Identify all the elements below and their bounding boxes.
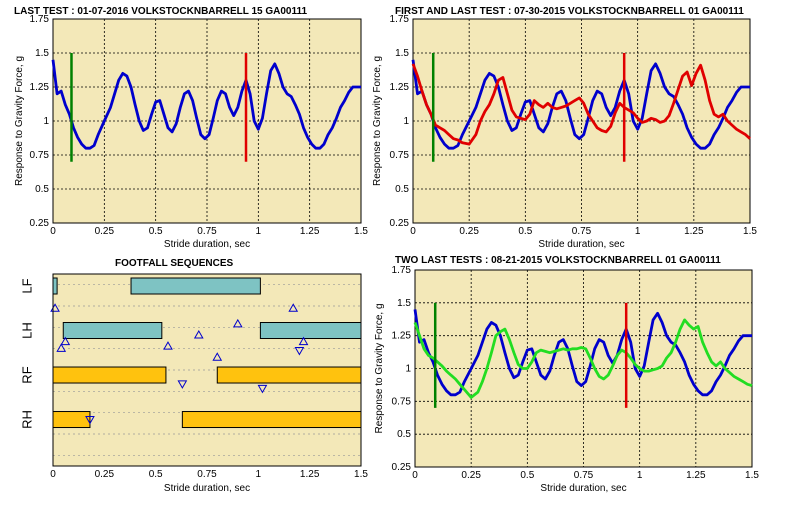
y-tick-label: 0.5 <box>395 184 409 195</box>
footfall-bar-lf <box>52 277 58 295</box>
series-line-1 <box>413 309 752 397</box>
x-axis-label: Stride duration, sec <box>164 239 250 250</box>
y-tick-label: 1.75 <box>30 14 50 25</box>
x-axis-label: Stride duration, sec <box>540 483 626 494</box>
x-tick-label: 0.5 <box>149 226 163 237</box>
x-tick-label: 1.25 <box>300 226 320 237</box>
footfall-triangle-marker <box>56 343 67 352</box>
footfall-triangle-marker <box>85 416 95 425</box>
y-tick-label: 0.5 <box>35 184 49 195</box>
x-tick-label: 0.25 <box>95 226 115 237</box>
y-tick-label: 0.75 <box>392 396 412 407</box>
row-label-rh: RH <box>19 410 34 429</box>
footfall-triangle-marker <box>294 347 305 356</box>
line-chart-4: 0 0.25 0.5 0.75 1 1.25 1.50.250.50.7511.251.51… <box>374 255 759 494</box>
y-tick-label: 1.5 <box>395 48 409 59</box>
chart-title: LAST TEST : 01-07-2016 VOLKSTOCKNBARRELL… <box>14 6 307 17</box>
y-tick-label: 1.5 <box>35 48 49 59</box>
footfall-bar-rh <box>52 411 91 429</box>
y-tick-label: 1.75 <box>392 265 412 276</box>
x-tick-label: 0.75 <box>197 469 217 480</box>
y-tick-label: 1.25 <box>392 331 412 342</box>
x-tick-label: 1.5 <box>354 226 368 237</box>
y-tick-label: 1.25 <box>30 82 50 93</box>
x-tick-label: 1 <box>637 470 643 481</box>
plot-frame <box>52 18 362 224</box>
x-tick-label: 0.25 <box>461 470 481 481</box>
x-tick-label: 0 <box>50 469 56 480</box>
x-tick-label: 0.75 <box>574 470 594 481</box>
series-line-1 <box>411 59 750 150</box>
x-tick-label: 0.5 <box>518 226 532 237</box>
row-label-lf: LF <box>19 278 34 293</box>
x-axis-label: Stride duration, sec <box>538 239 624 250</box>
footfall-triangle-marker <box>298 336 309 346</box>
y-tick-label: 0.25 <box>392 462 412 473</box>
footfall-bar-lh <box>62 322 163 340</box>
line-chart-2: 0 0.25 0.5 0.75 1 1.25 1.50.250.50.7511.251.51… <box>372 6 757 250</box>
x-tick-label: 0.75 <box>197 226 217 237</box>
footfall-chart: 0 0.25 0.5 0.75 1 1.25 1.5 LF LH RF RH FOOTFALL SEQ… <box>19 258 368 494</box>
x-tick-label: 0 <box>412 470 418 481</box>
footfall-bar-rh <box>181 411 362 429</box>
x-tick-label: 0.5 <box>149 469 163 480</box>
y-tick-label: 0.75 <box>30 150 50 161</box>
y-tick-label: 0.5 <box>397 429 411 440</box>
footfall-triangle-marker <box>60 336 71 346</box>
x-tick-label: 1 <box>635 226 641 237</box>
y-tick-label: 0.25 <box>30 218 50 229</box>
y-axis-label: Response to Gravity Force, g <box>14 56 25 186</box>
x-tick-label: 1.25 <box>684 226 704 237</box>
y-tick-label: 1 <box>43 116 49 127</box>
footfall-triangle-marker <box>212 352 223 361</box>
row-label-lh: LH <box>19 322 34 339</box>
footfall-bar-rf <box>216 366 362 384</box>
x-tick-label: 0 <box>410 226 416 237</box>
plot-frame <box>412 18 751 224</box>
y-tick-label: 1.5 <box>397 298 411 309</box>
y-tick-label: 1 <box>403 116 409 127</box>
x-tick-label: 1 <box>256 469 262 480</box>
footfall-bar-lh <box>259 322 362 340</box>
x-tick-label: 1.5 <box>745 470 759 481</box>
footfall-bar-lf <box>130 277 261 295</box>
line-chart-1: 0 0.25 0.5 0.75 1 1.25 1.50.250.50.7511.251.51… <box>14 6 368 250</box>
plot-frame <box>414 269 753 468</box>
row-label-rf: RF <box>19 366 34 383</box>
footfall-triangle-marker <box>232 318 243 328</box>
x-tick-label: 1.5 <box>354 469 368 480</box>
x-tick-label: 0.25 <box>95 469 115 480</box>
footfall-triangle-marker <box>163 341 173 350</box>
x-tick-label: 1.25 <box>300 469 320 480</box>
y-axis-label: Response to Gravity Force, g <box>372 56 383 186</box>
x-tick-label: 0 <box>50 226 56 237</box>
x-tick-label: 1 <box>256 226 262 237</box>
chart-title: FOOTFALL SEQUENCES <box>115 258 233 269</box>
x-tick-label: 0.25 <box>459 226 479 237</box>
x-tick-label: 0.5 <box>520 470 534 481</box>
x-tick-label: 1.25 <box>686 470 706 481</box>
chart-title: TWO LAST TESTS : 08-21-2015 VOLKSTOCKNBA… <box>395 255 721 266</box>
footfall-bar-rf <box>52 366 167 384</box>
x-tick-label: 1.5 <box>743 226 757 237</box>
x-axis-label: Stride duration, sec <box>164 483 250 494</box>
footfall-triangle-marker <box>177 380 188 389</box>
y-tick-label: 1.25 <box>390 82 410 93</box>
series-line-1 <box>51 59 361 150</box>
series-line-2 <box>411 63 751 146</box>
plot-frame <box>52 273 362 467</box>
y-tick-label: 1 <box>405 364 411 375</box>
y-tick-label: 0.25 <box>390 218 410 229</box>
chart-title: FIRST AND LAST TEST : 07-30-2015 VOLKSTO… <box>395 6 744 17</box>
footfall-triangle-marker <box>257 384 268 394</box>
x-tick-label: 0.75 <box>572 226 592 237</box>
y-tick-label: 1.75 <box>390 14 410 25</box>
footfall-triangle-marker <box>288 303 299 312</box>
series-line-2 <box>413 318 753 399</box>
y-axis-label: Response to Gravity Force, g <box>374 303 385 433</box>
y-tick-label: 0.75 <box>390 150 410 161</box>
footfall-triangle-marker <box>193 329 204 339</box>
